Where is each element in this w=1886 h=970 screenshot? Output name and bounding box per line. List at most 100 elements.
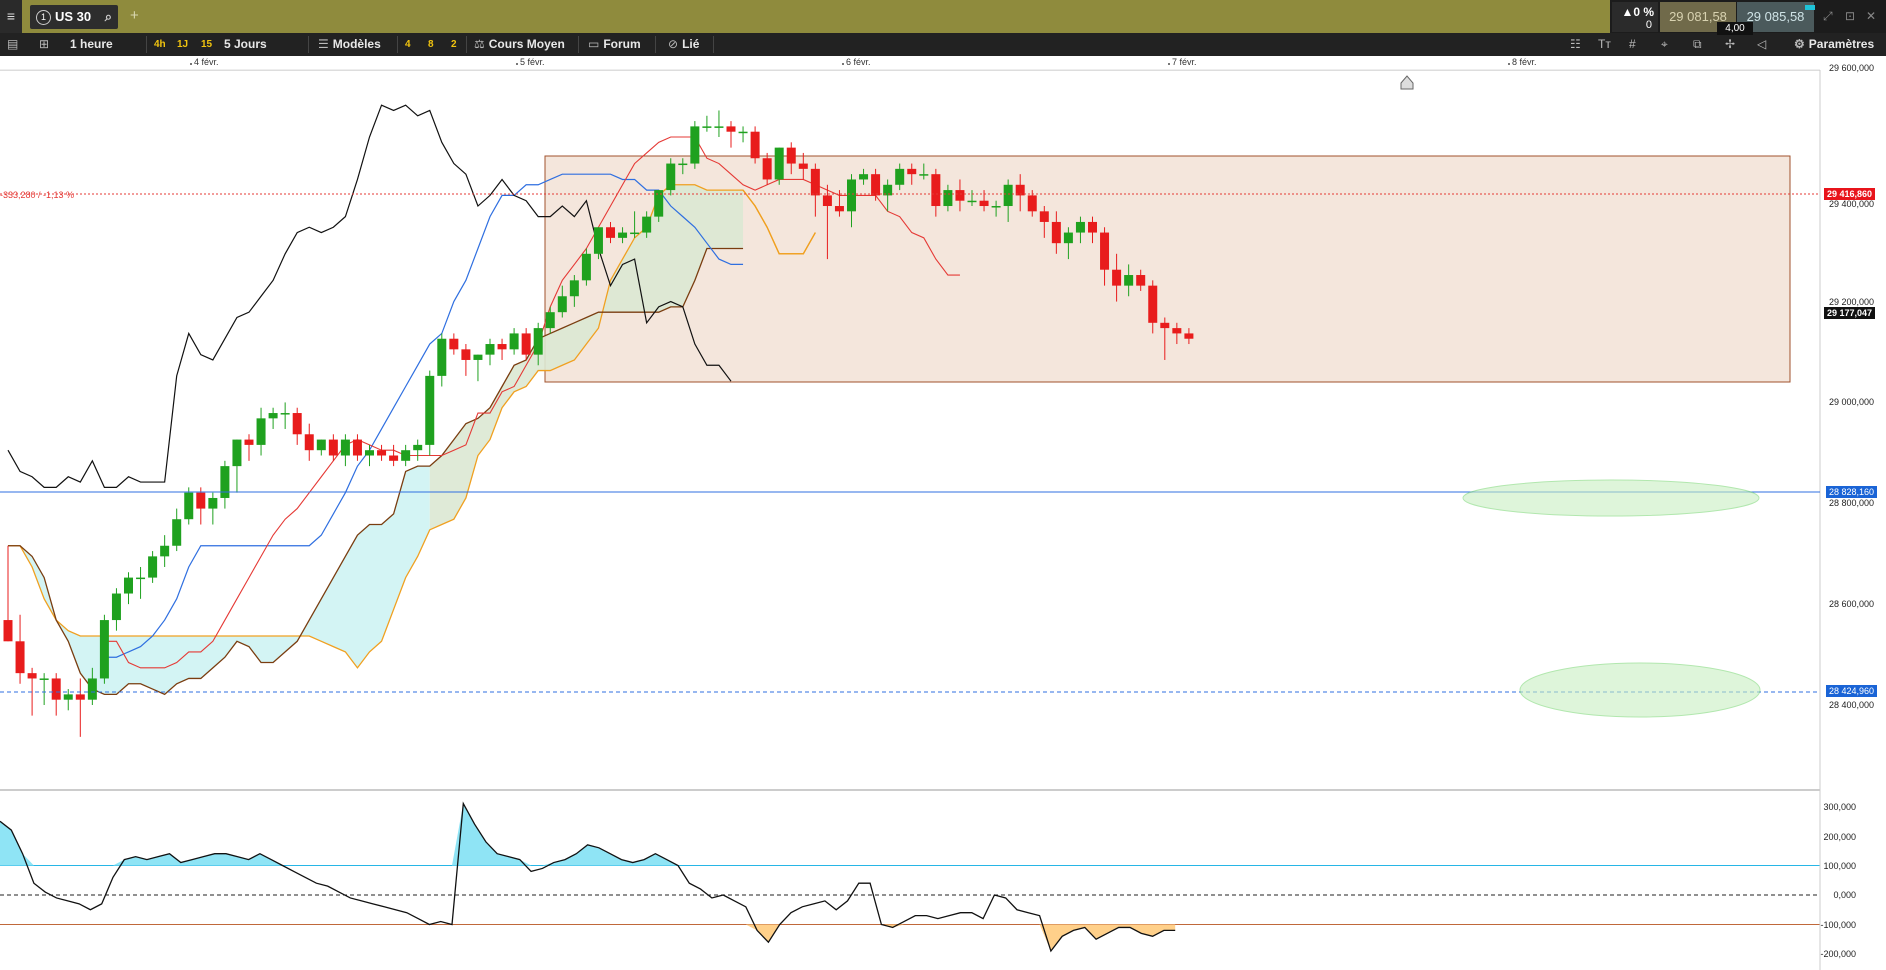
- date-label: 4 févr.: [190, 57, 219, 67]
- horizontal-line-tag: 28 828,160: [1826, 486, 1878, 498]
- candle-body: [871, 174, 881, 196]
- candle-body: [642, 216, 652, 233]
- candle-body: [136, 577, 146, 580]
- candle-body: [1039, 211, 1049, 222]
- candle-body: [798, 163, 808, 169]
- candle-body: [1160, 322, 1170, 329]
- hamburger-menu-icon[interactable]: ≡: [0, 0, 22, 33]
- candle-body: [979, 200, 989, 207]
- tag-icon[interactable]: ◁: [1757, 37, 1767, 51]
- ask-indicator: [1805, 5, 1815, 10]
- text-tool-icon[interactable]: Tт: [1598, 37, 1611, 51]
- maximize-icon[interactable]: ⊡: [1845, 9, 1856, 23]
- cours-moyen-button[interactable]: ⚖ Cours Moyen: [474, 33, 565, 56]
- price-tick: 29 000,000: [1828, 397, 1874, 407]
- forum-button[interactable]: ▭ Forum: [588, 33, 641, 56]
- osc-overbought-fill: [0, 803, 1176, 866]
- layout-icon[interactable]: ⊞: [39, 37, 50, 51]
- price-tick: 29 200,000: [1828, 297, 1874, 307]
- candle-body: [111, 593, 121, 621]
- candle-body: [545, 312, 555, 329]
- candle-body: [931, 174, 941, 207]
- candle-body: [1148, 285, 1158, 323]
- candle-body: [859, 174, 869, 180]
- senkou-span-a-line: [8, 184, 816, 669]
- candle-body: [208, 497, 218, 509]
- candle-body: [3, 620, 13, 642]
- change-box: ▲0 % 0: [1612, 2, 1658, 32]
- candle-body: [955, 190, 965, 201]
- models-label: Modèles: [332, 37, 381, 51]
- candle-body: [449, 338, 459, 350]
- candle-body: [678, 163, 688, 166]
- ask-price-button[interactable]: 29 085,58: [1737, 2, 1814, 32]
- search-icon[interactable]: ⌕: [104, 9, 112, 24]
- candle-body: [99, 620, 109, 679]
- candle-body: [810, 168, 820, 196]
- candle-body: [1088, 221, 1097, 233]
- candle-body: [292, 413, 302, 435]
- alert-marker-icon: [1400, 75, 1414, 90]
- crosshair-icon[interactable]: ✢: [1725, 37, 1736, 51]
- date-label: 8 févr.: [1508, 57, 1537, 67]
- separator: [578, 36, 579, 53]
- sliders-icon: ☰: [318, 37, 329, 51]
- candle-body: [1124, 275, 1134, 286]
- top-bar: ≡ 1 US 30 ⌕ + ▲0 % 0 29 081,58 29 085,58 …: [0, 0, 1886, 35]
- candle-body: [244, 439, 254, 445]
- windows-icon[interactable]: ⧉: [1693, 37, 1702, 51]
- ichimoku-cloud-bullish: [429, 184, 744, 530]
- candle-body: [352, 439, 362, 456]
- highlight-ellipse: [1462, 479, 1760, 517]
- grid-icon[interactable]: #: [1629, 37, 1636, 51]
- add-tab-icon[interactable]: +: [130, 7, 139, 24]
- horizontal-line-tag: 28 424,960: [1826, 685, 1878, 697]
- period-select[interactable]: 5 Jours: [224, 37, 267, 51]
- models-button[interactable]: ☰ Modèles: [318, 33, 381, 56]
- quick-timeframe-1j[interactable]: 1J: [177, 39, 189, 50]
- candle-body: [726, 126, 736, 132]
- candle-body: [485, 344, 495, 355]
- candle-body: [268, 413, 278, 419]
- candle-body: [124, 577, 133, 594]
- candle-body: [51, 678, 61, 700]
- quick-model-4[interactable]: 4: [405, 39, 411, 50]
- close-icon[interactable]: ✕: [1866, 9, 1877, 23]
- osc-tick: 100,000: [1823, 861, 1856, 871]
- spread-badge: 4,00: [1717, 22, 1753, 35]
- candle-body: [1112, 269, 1122, 286]
- separator: [397, 36, 398, 53]
- candle-body: [1015, 184, 1025, 196]
- drawing-tools-icon[interactable]: ⌖: [1661, 37, 1668, 51]
- indicator-list-icon[interactable]: ☷: [1570, 37, 1581, 51]
- timeframe-select[interactable]: 1 heure: [70, 37, 113, 51]
- candle-body: [1075, 221, 1085, 233]
- quick-model-2[interactable]: 2: [451, 39, 457, 50]
- symbol-selector[interactable]: 1 US 30 ⌕: [30, 5, 118, 29]
- candle-body: [280, 413, 290, 415]
- separator: [713, 36, 714, 53]
- chikou-span-line: [7, 104, 732, 488]
- list-icon[interactable]: ▤: [7, 37, 19, 51]
- candle-body: [1136, 275, 1146, 286]
- date-label: 5 févr.: [516, 57, 545, 67]
- date-label: 6 févr.: [842, 57, 871, 67]
- detach-icon[interactable]: ⤢: [1823, 9, 1833, 23]
- candle-body: [1063, 232, 1073, 244]
- candle-body: [702, 126, 712, 128]
- quick-timeframe-4h[interactable]: 4h: [154, 39, 166, 50]
- forum-label: Forum: [603, 37, 641, 51]
- settings-button[interactable]: ⚙ Paramètres: [1794, 33, 1874, 56]
- candle-body: [883, 184, 893, 196]
- candle-body: [389, 455, 399, 461]
- link-button[interactable]: ⊘ Lié: [668, 33, 699, 56]
- candle-body: [690, 126, 700, 164]
- osc-tick: -100,000: [1820, 920, 1856, 930]
- last-price-tag: 29 416,860: [1824, 188, 1876, 200]
- ichimoku-cloud-bearish: [8, 466, 430, 695]
- candle-body: [1051, 221, 1061, 244]
- quick-model-8[interactable]: 8: [428, 39, 434, 50]
- quick-timeframe-15[interactable]: 15: [201, 39, 213, 50]
- candle-body: [1100, 232, 1110, 270]
